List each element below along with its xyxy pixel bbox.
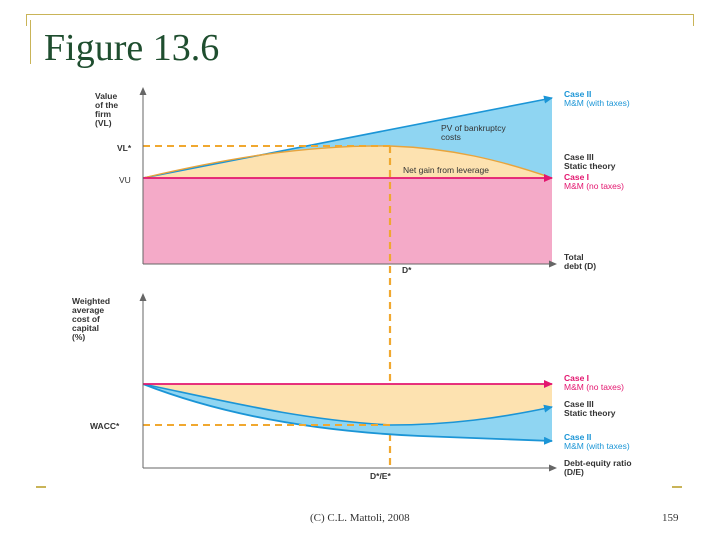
top-net-gain-area: [143, 145, 552, 178]
bottom-case3-label: Case III Static theory: [564, 399, 616, 418]
top-x-axis-label: Total debt (D): [564, 252, 596, 271]
vl-star-label: VL*: [117, 143, 132, 153]
bottom-blue-area: [143, 384, 552, 441]
bottom-x-axis-label: Debt-equity ratio (D/E): [564, 458, 634, 477]
vu-label: VU: [119, 175, 131, 185]
bottom-case2-label: Case II M&M (with taxes): [564, 432, 630, 451]
top-case3-curve: [142, 145, 553, 179]
footer-credit: (C) C.L. Mattoli, 2008: [310, 512, 410, 524]
wacc-star-label: WACC*: [90, 421, 120, 431]
top-y-axis-label: Value of the firm (VL): [95, 91, 121, 128]
decor-dash-bottom-left: [36, 486, 46, 488]
decor-dash-bottom-right: [672, 486, 682, 488]
bottom-case1-label: Case I M&M (no taxes): [564, 373, 624, 392]
bottom-cream-area: [143, 384, 552, 425]
pv-bankruptcy-label: PV of bankruptcy costs: [441, 123, 508, 142]
top-case2-line: [142, 95, 553, 179]
d-star-label: D*: [402, 265, 412, 275]
top-equity-area: [143, 178, 552, 264]
bottom-case2-curve: [142, 383, 553, 445]
top-case1-label: Case I M&M (no taxes): [564, 172, 624, 191]
decor-line-top: [26, 14, 694, 15]
decor-line-left: [30, 20, 31, 64]
de-star-label: D*/E*: [370, 471, 391, 481]
net-gain-label: Net gain from leverage: [403, 165, 489, 175]
bottom-case3-curve: [142, 383, 553, 426]
decor-tick-top-left: [26, 14, 27, 26]
bottom-y-axis-label: Weighted average cost of capital (%): [72, 296, 112, 342]
top-case3-label: Case III Static theory: [564, 152, 616, 171]
top-case2-label: Case II M&M (with taxes): [564, 89, 630, 108]
decor-tick-top-right: [693, 14, 694, 26]
slide-title: Figure 13.6: [44, 27, 220, 69]
page-number: 159: [662, 512, 679, 524]
